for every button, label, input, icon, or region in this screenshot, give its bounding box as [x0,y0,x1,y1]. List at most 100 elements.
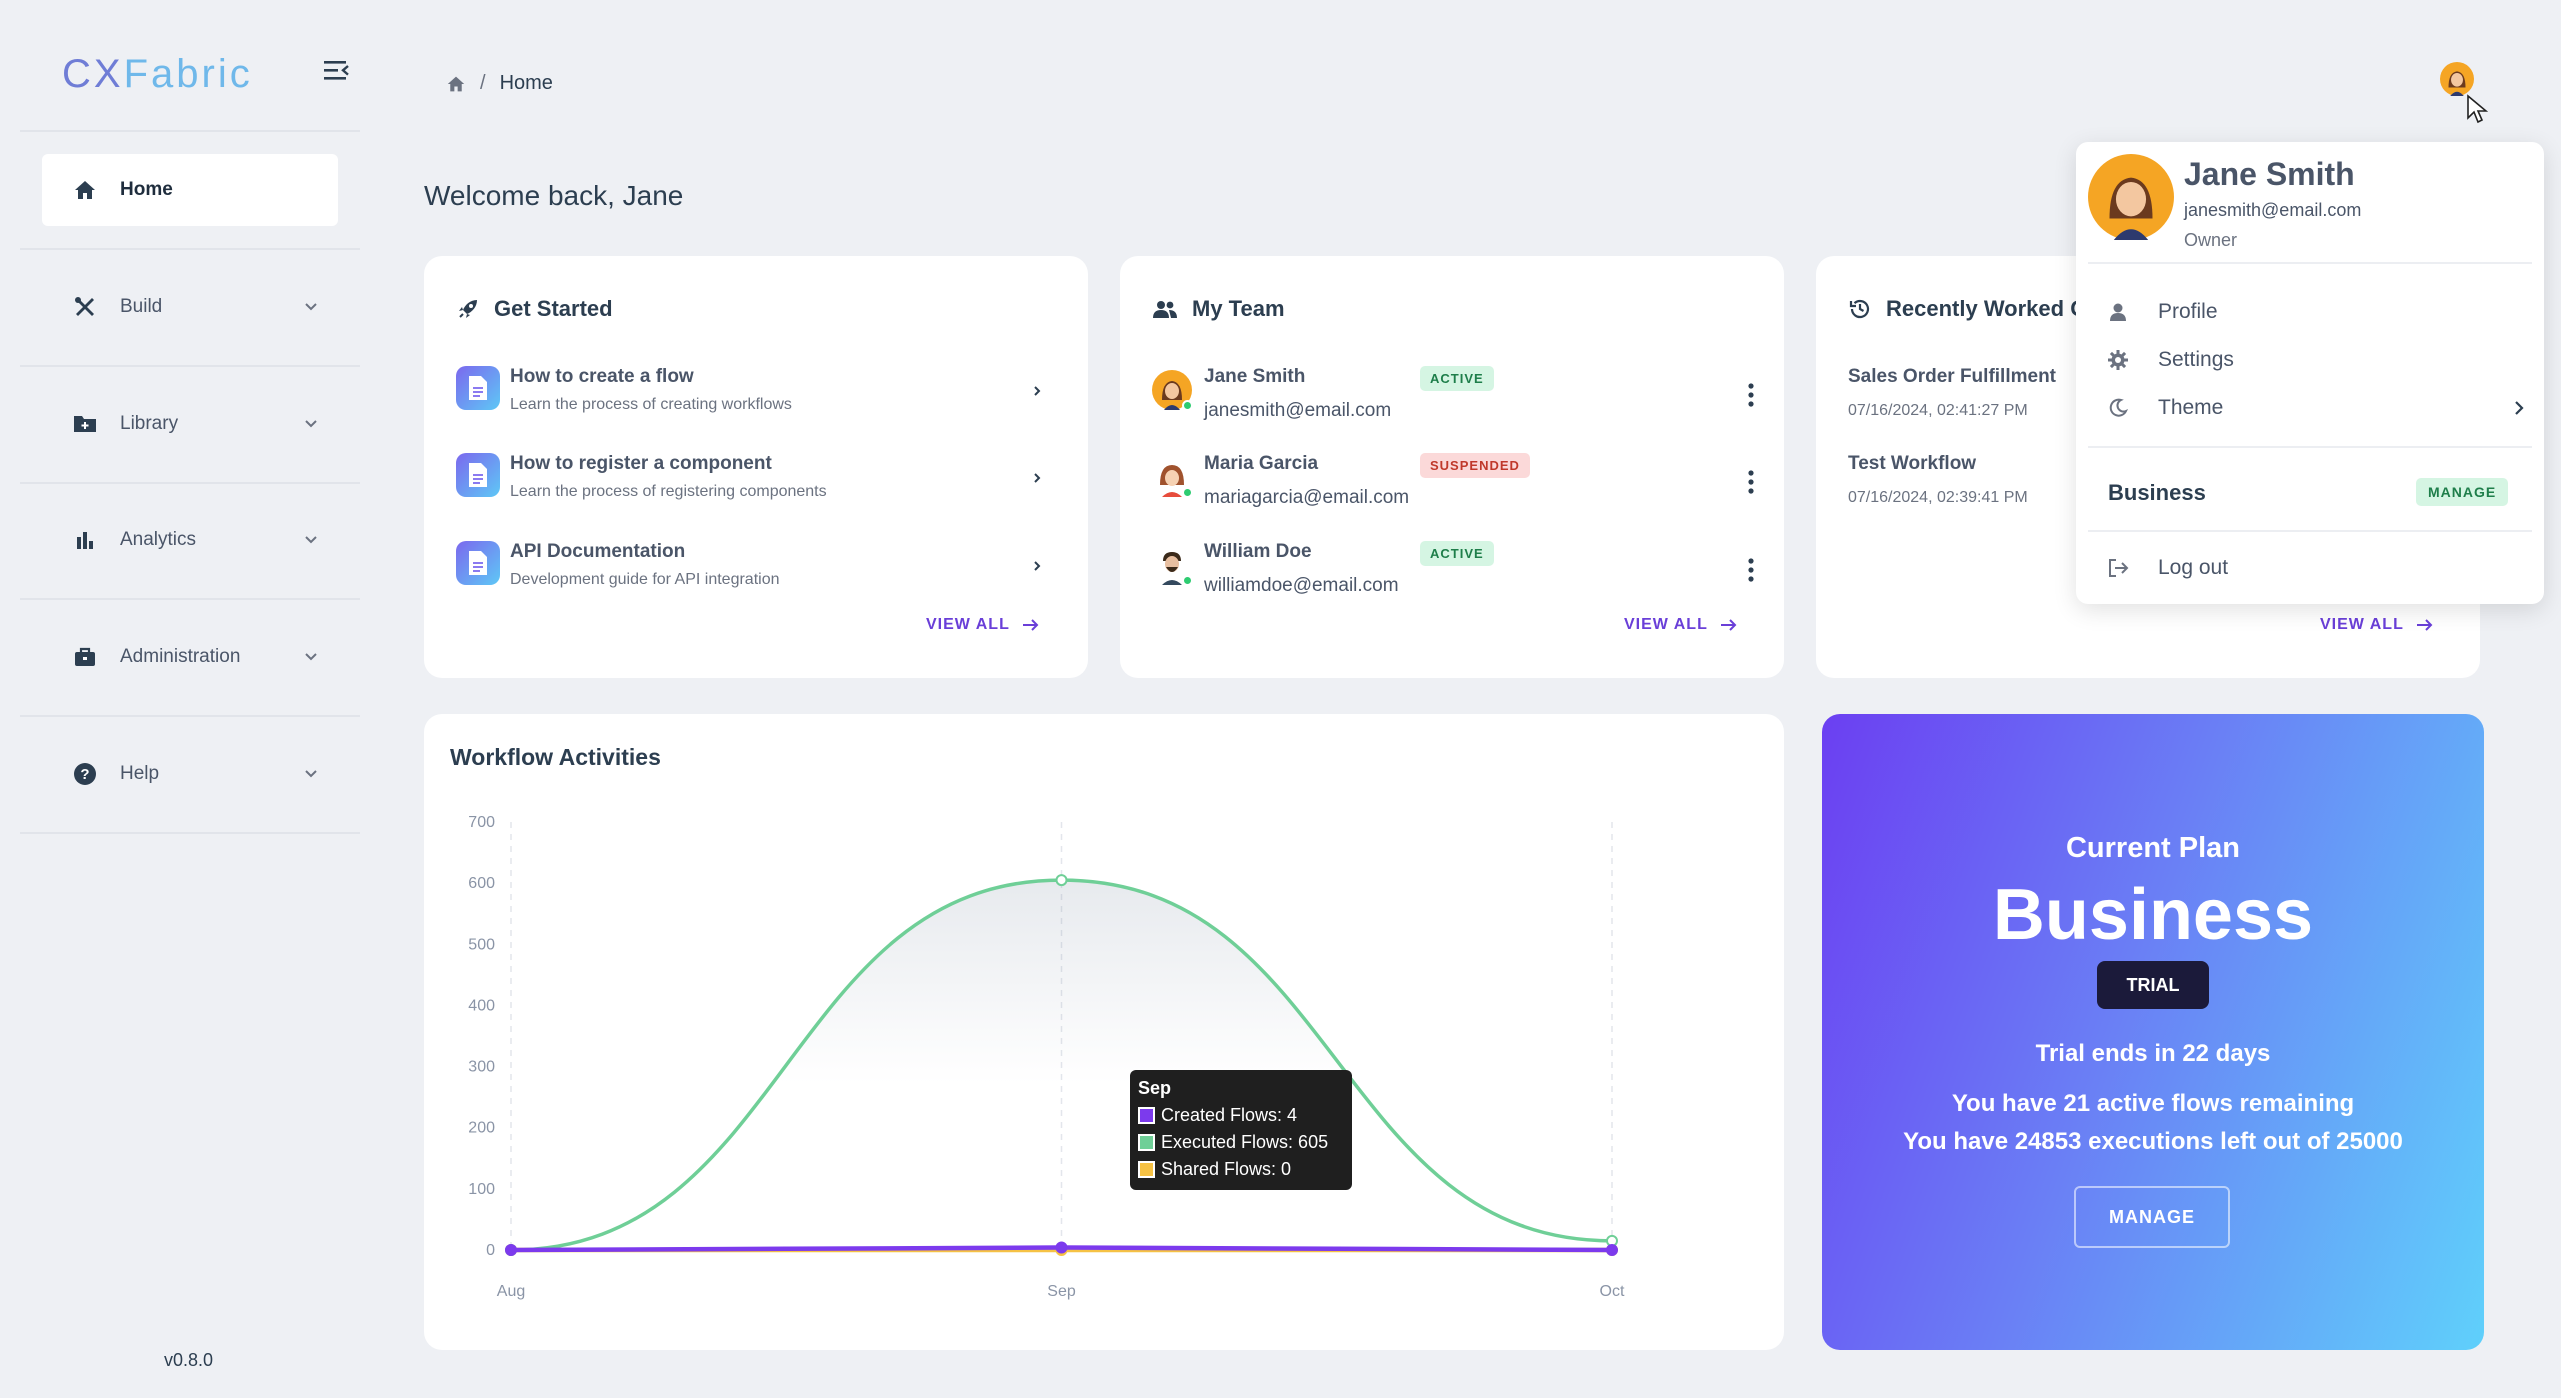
executed-flows-area [511,880,1612,1250]
divider [20,130,360,132]
divider [20,715,360,717]
workflow-activities-card: Workflow Activities 0 100 200 300 400 500 600 7… [424,714,1784,1350]
get-started-card: Get Started How to create a flow Learn t… [424,256,1088,678]
sidebar-item-label: Help [120,763,160,784]
y-tick-label: 500 [468,936,495,953]
chart-tooltip: Sep Created Flows: 4 Executed Flows: 605… [1130,1070,1352,1190]
divider [20,482,360,484]
manage-plan-button[interactable]: MANAGE [2074,1186,2230,1248]
app-logo[interactable]: CXFabric [62,52,253,96]
sidebar-item-home[interactable]: Home [42,154,338,226]
document-icon [456,366,500,410]
recent-item[interactable]: Sales Order Fulfillment 07/16/2024, 02:4… [1848,366,2056,420]
y-tick-label: 300 [468,1059,495,1076]
sidebar-item-analytics[interactable]: Analytics [42,504,338,576]
team-member-row: William Doe ACTIVE williamdoe@email.com [1152,541,1754,605]
folder-icon [72,411,98,437]
created-flows-point [505,1244,517,1256]
list-item[interactable]: API Documentation Development guide for … [456,541,1056,605]
divider [2088,446,2532,448]
executed-flows-point [1055,874,1068,887]
tooltip-row: Executed Flows: 605 [1138,1132,1344,1153]
logout-icon [2106,556,2130,580]
online-indicator [1182,400,1193,411]
sidebar-item-build[interactable]: Build [42,271,338,343]
menu-collapse-icon[interactable] [322,58,350,82]
app-version: v0.8.0 [164,1350,214,1370]
tooltip-title: Sep [1138,1078,1172,1098]
legend-swatch [1138,1161,1155,1178]
manage-plan-badge[interactable]: MANAGE [2416,478,2509,506]
menu-item-logout[interactable]: Log out [2106,544,2526,592]
y-tick-label: 600 [468,875,495,892]
chevron-right-icon [2515,401,2524,415]
chevron-down-icon [305,653,317,661]
sidebar-item-label: Build [120,296,163,317]
breadcrumb: / Home [446,72,553,95]
y-tick-label: 400 [468,997,495,1014]
card-title: Recently Worked O [1848,296,2087,322]
list-item-title: How to create a flow [510,366,694,387]
more-vertical-icon[interactable] [1748,469,1754,495]
breadcrumb-separator: / [480,72,486,94]
svg-text:?: ? [80,766,89,783]
list-item-subtitle: Learn the process of creating workflows [510,396,792,413]
y-tick-label: 700 [468,814,495,831]
sidebar-item-library[interactable]: Library [42,388,338,460]
chevron-down-icon [305,536,317,544]
x-tick-label: Aug [497,1283,525,1300]
recent-item[interactable]: Test Workflow 07/16/2024, 02:39:41 PM [1848,453,2028,507]
user-avatar-button[interactable] [2440,62,2474,96]
status-badge: ACTIVE [1420,366,1494,391]
menu-item-theme[interactable]: Theme [2106,384,2526,432]
chevron-right-icon [1034,561,1041,571]
recent-item-time: 07/16/2024, 02:41:27 PM [1848,402,2028,419]
list-item-title: API Documentation [510,541,686,562]
tooltip-row: Created Flows: 4 [1138,1105,1344,1126]
team-member-row: Jane Smith ACTIVE janesmith@email.com [1152,366,1754,430]
rocket-icon [459,300,477,318]
tools-icon [72,294,98,320]
online-indicator [1182,487,1193,498]
divider [20,365,360,367]
member-email: mariagarcia@email.com [1204,487,1410,508]
view-all-link[interactable]: VIEW ALL [1624,616,1738,634]
sidebar: CXFabric Home Build Library Analytics Ad… [0,0,360,1398]
home-icon[interactable] [446,75,466,93]
menu-item-settings[interactable]: Settings [2106,336,2526,384]
created-flows-point [1606,1244,1618,1256]
sidebar-item-administration[interactable]: Administration [42,621,338,693]
plan-heading: Current Plan [2065,832,2241,864]
theme-icon [2106,396,2130,420]
member-email: janesmith@email.com [1204,400,1392,421]
recent-item-name: Sales Order Fulfillment [1848,366,2056,387]
group-icon [1153,301,1177,318]
recent-item-time: 07/16/2024, 02:39:41 PM [1848,489,2028,506]
status-badge: ACTIVE [1420,541,1494,566]
chevron-right-icon [1034,473,1041,483]
member-name: William Doe [1204,541,1312,562]
view-all-link[interactable]: VIEW ALL [926,616,1040,634]
sidebar-item-label: Administration [120,646,241,667]
document-icon [456,541,500,585]
mouse-cursor-icon [2467,94,2488,124]
current-plan-label: Business [2108,480,2206,505]
list-item[interactable]: How to register a component Learn the pr… [456,453,1056,517]
divider [2088,262,2532,264]
arrow-right-icon [1022,619,1039,631]
executions-remaining-text: You have 24853 executions left out of 25… [1903,1128,2403,1155]
more-vertical-icon[interactable] [1748,382,1754,408]
profile-email: janesmith@email.com [2184,200,2362,220]
list-item[interactable]: How to create a flow Learn the process o… [456,366,1056,430]
chevron-down-icon [305,770,317,778]
chevron-right-icon [1034,386,1041,396]
divider [20,248,360,250]
trial-remaining-text: Trial ends in 22 days [2035,1040,2271,1067]
more-vertical-icon[interactable] [1748,557,1754,583]
plan-name: Business [1992,875,2314,955]
trial-badge: TRIAL [2097,961,2209,1009]
view-all-link[interactable]: VIEW ALL [2320,616,2434,634]
menu-item-profile[interactable]: Profile [2106,288,2526,336]
avatar [1152,370,1192,410]
sidebar-item-help[interactable]: ? Help [42,738,338,810]
